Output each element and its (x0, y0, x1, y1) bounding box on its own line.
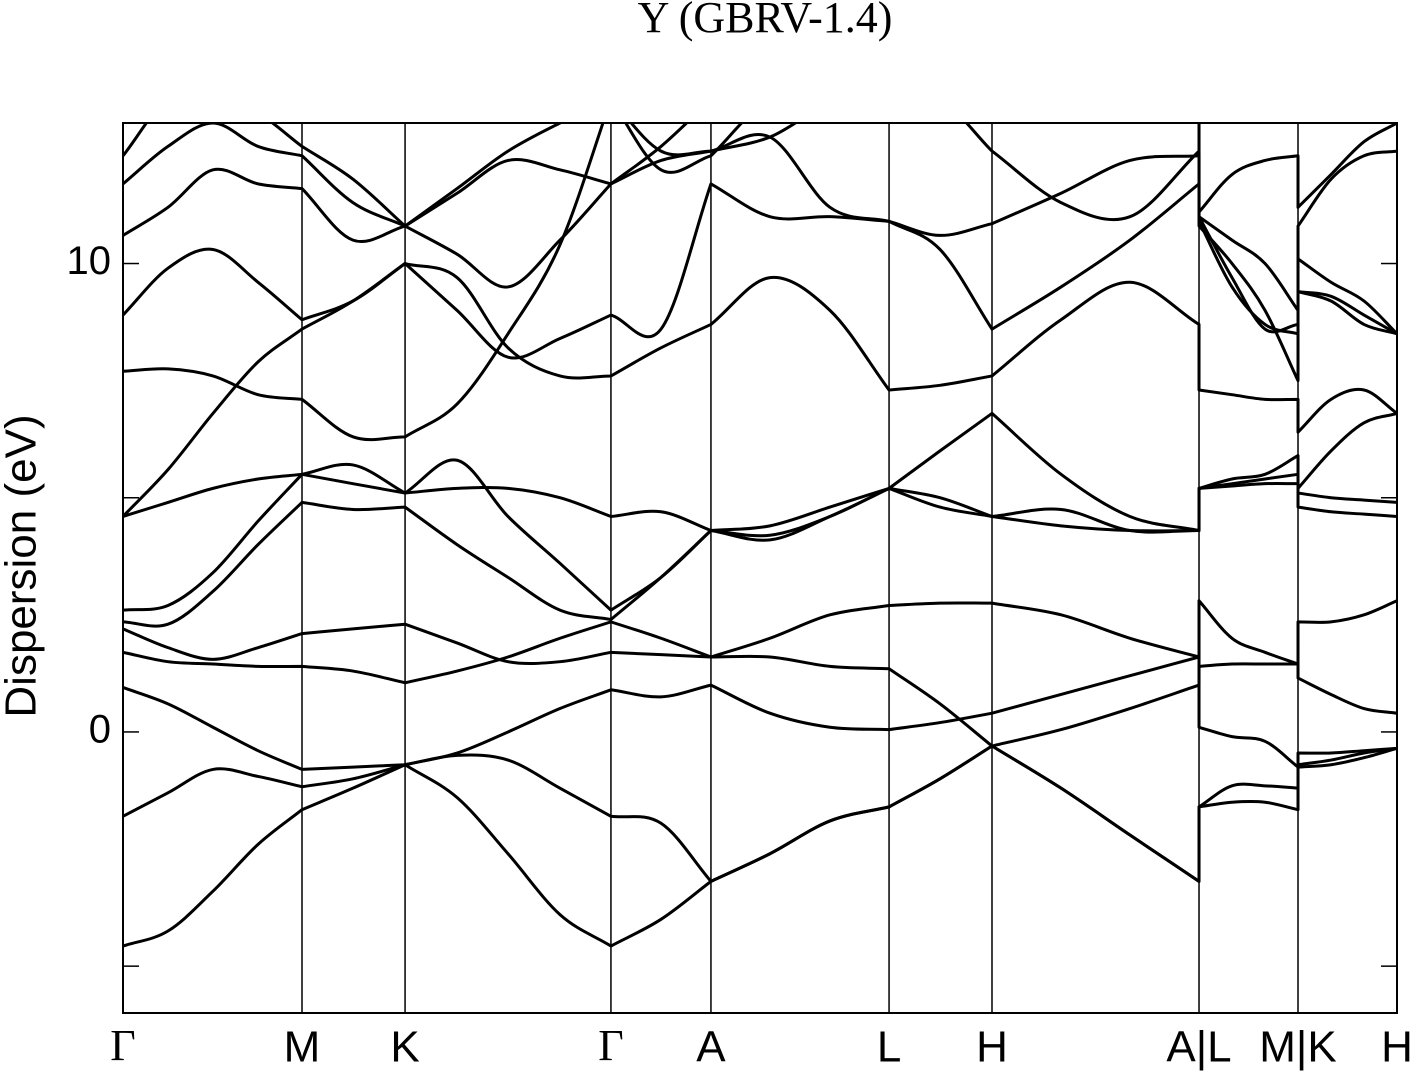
x-tick-label: H (1381, 1023, 1413, 1072)
band-line (123, 123, 1397, 228)
band-line (123, 744, 1397, 883)
band-line (123, 123, 1397, 336)
x-tick-label: K (390, 1023, 419, 1072)
y-axis-label: Dispersion (eV) (0, 414, 46, 717)
y-tick-label: 0 (89, 708, 111, 752)
band-line (123, 182, 1397, 360)
labels: Γ M K Γ A L H A|L M|K H 0 10 (67, 239, 1413, 1072)
x-tick-label: H (976, 1023, 1008, 1072)
plot-frame (122, 122, 1398, 1014)
x-tick-label: Γ (110, 1021, 135, 1070)
x-tick-label: Γ (598, 1021, 623, 1070)
bands (123, 123, 1397, 948)
x-tick-label: A (696, 1023, 726, 1072)
band-line (123, 744, 1397, 948)
x-tick-label: A|L (1166, 1023, 1231, 1072)
band-line (123, 599, 1397, 666)
band-line (123, 123, 1397, 442)
band-line (123, 472, 1397, 628)
x-tick-label: M|K (1259, 1023, 1336, 1072)
y-tick-label: 10 (67, 239, 112, 283)
chart-title: Y (GBRV-1.4) (638, 0, 893, 42)
band-line (123, 262, 1397, 518)
band-line (123, 411, 1397, 542)
band-line (123, 655, 1397, 771)
band-line (123, 620, 1397, 748)
band-line (123, 411, 1397, 612)
grid-layer (122, 123, 1398, 1013)
x-tick-label: M (284, 1023, 321, 1072)
band-line (123, 133, 1397, 383)
x-tick-label: L (877, 1023, 901, 1072)
